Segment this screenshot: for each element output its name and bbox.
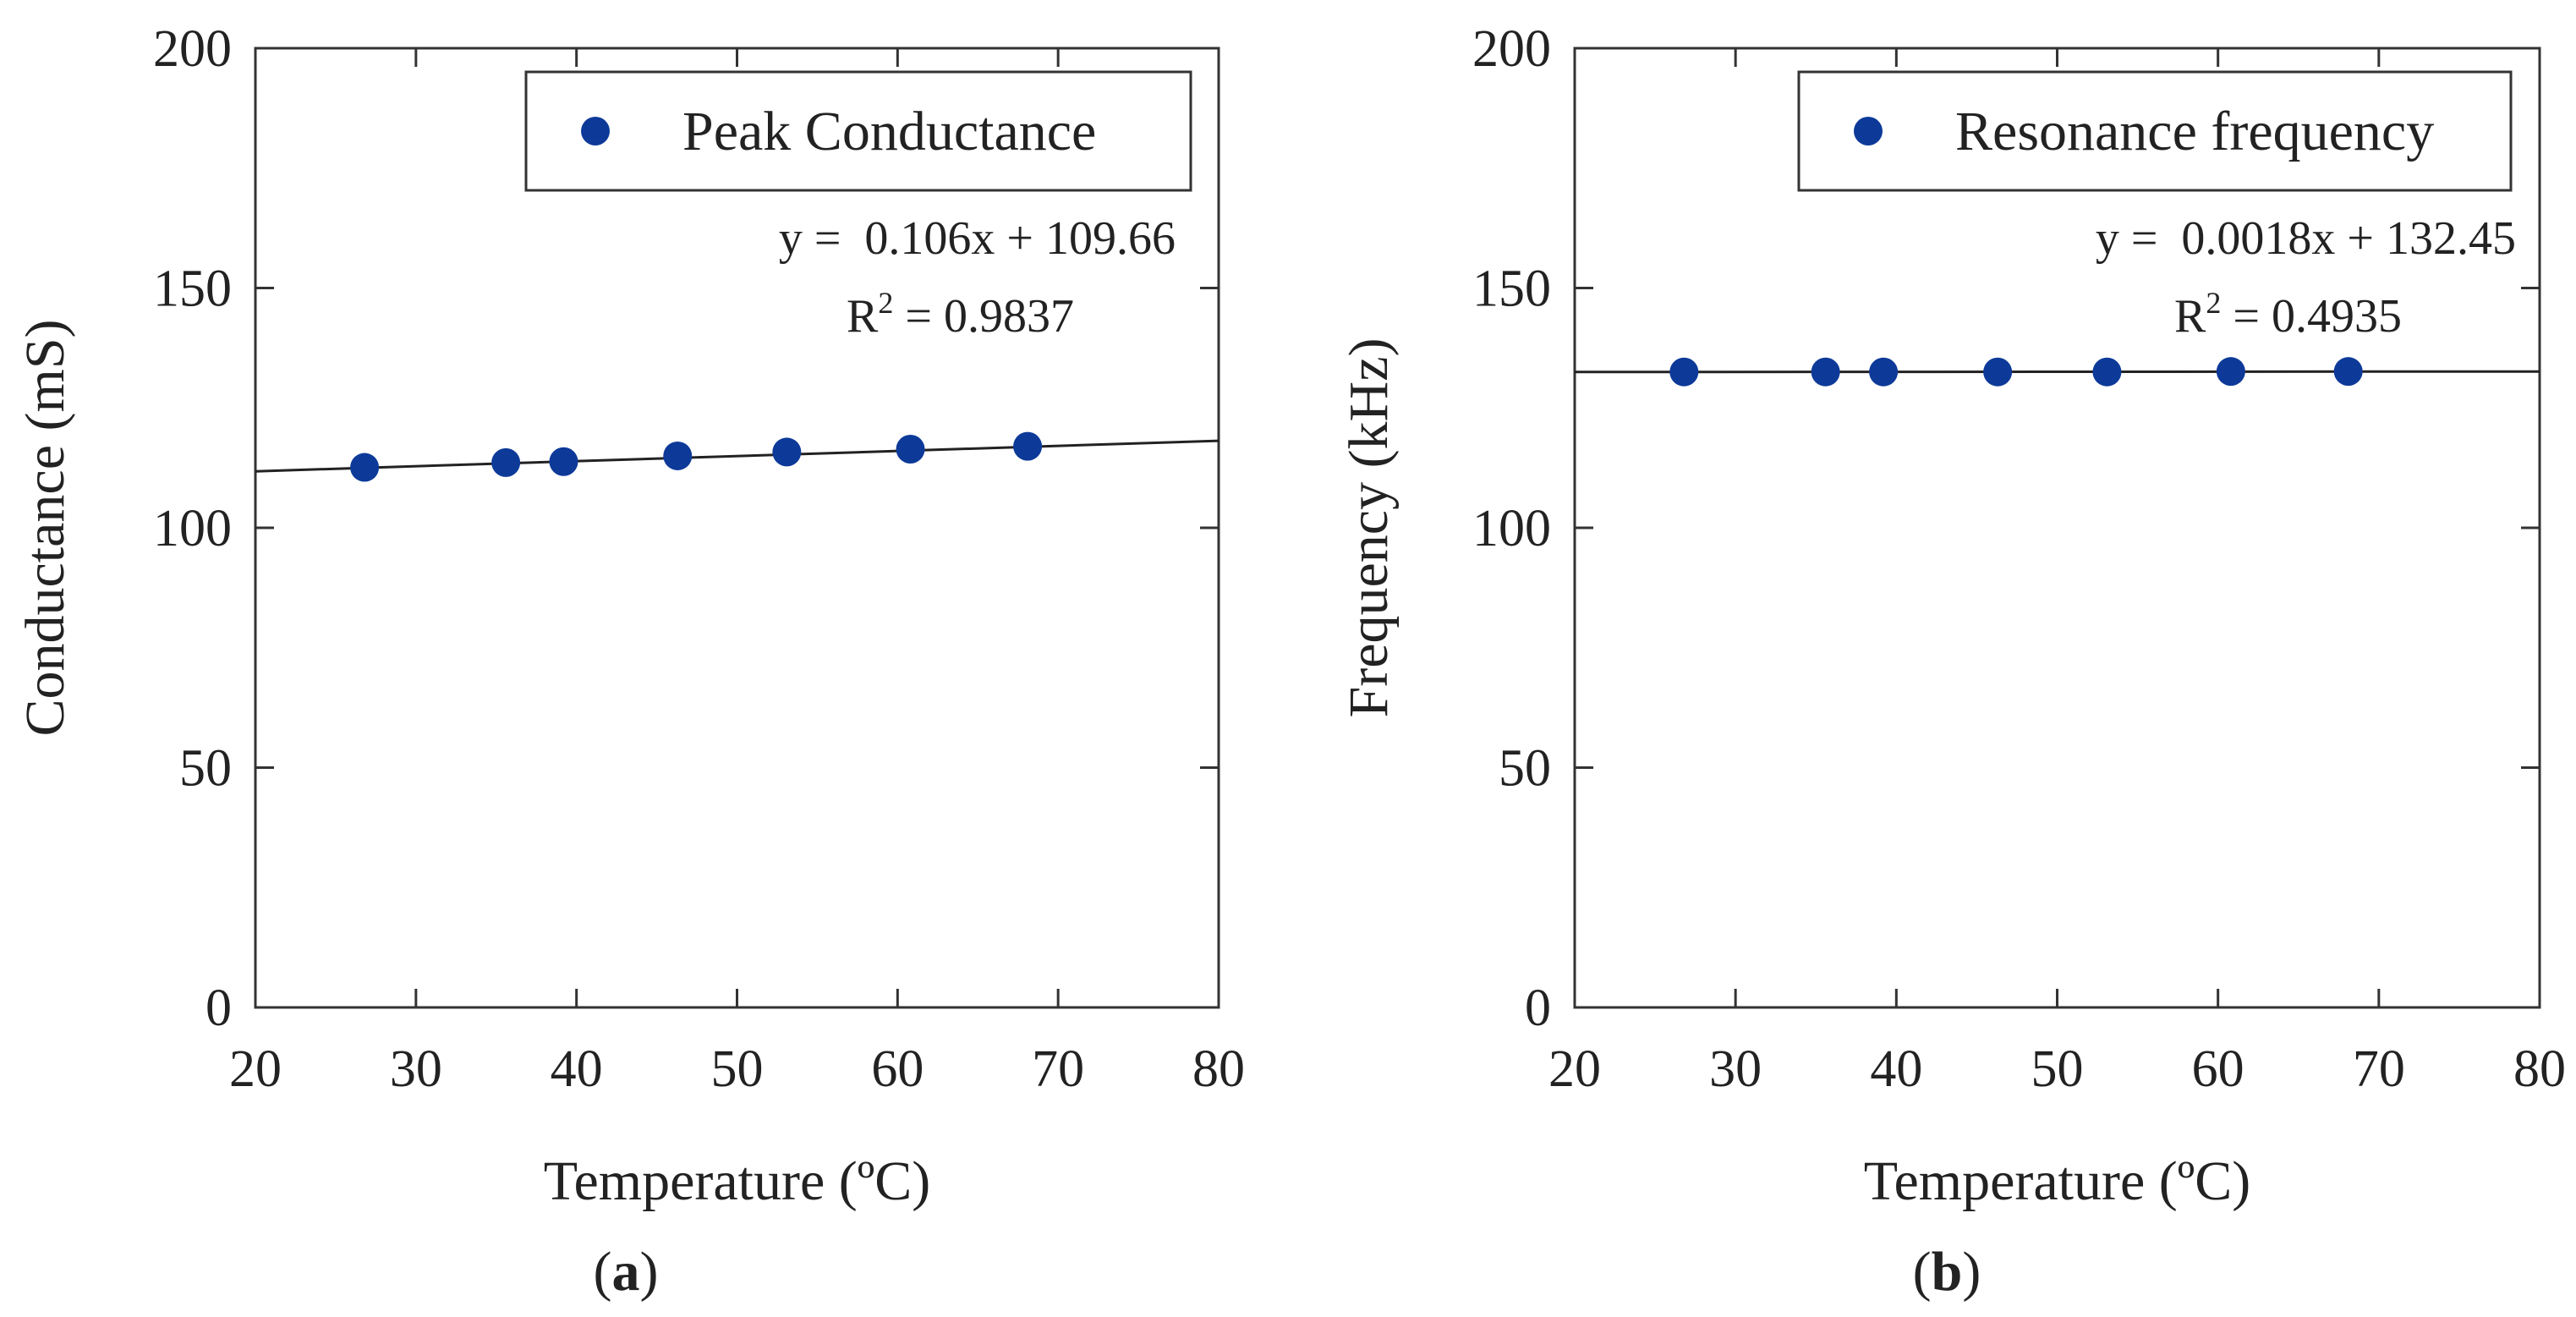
panel-label-close: ) (640, 1241, 659, 1303)
y-axis-title: Frequency (kHz) (1338, 338, 1400, 718)
legend-marker (1854, 117, 1883, 145)
y-tick-label: 150 (1472, 261, 1551, 318)
x-tick-label: 30 (390, 1040, 442, 1098)
equation-prefix: y = (2096, 212, 2170, 265)
panel-label-open: ( (594, 1241, 612, 1303)
x-tick-label: 50 (711, 1040, 764, 1098)
x-tick-label: 20 (1548, 1040, 1601, 1098)
trendline-equation: y = 0.106x + 109.66 (779, 212, 1176, 265)
x-tick-label: 70 (1032, 1040, 1084, 1098)
r-squared-value: = 0.9837 (893, 290, 1074, 343)
r-squared-label: R (2174, 290, 2206, 343)
r-squared-label: R (847, 290, 879, 343)
y-tick-label: 100 (153, 500, 232, 557)
data-point (896, 435, 925, 464)
y-tick-label: 0 (206, 980, 232, 1037)
data-point (491, 447, 521, 477)
x-tick-label: 60 (2192, 1040, 2244, 1098)
y-tick-label: 200 (153, 20, 232, 78)
equation-body: 0.0018x + 132.45 (2181, 212, 2516, 265)
x-axis-title: Temperature (ºC) (1864, 1150, 2250, 1212)
r-squared-sup: 2 (2206, 286, 2221, 320)
data-point (1869, 357, 1899, 387)
x-tick-label: 30 (1709, 1040, 1762, 1098)
panel-label-open: ( (1913, 1241, 1932, 1303)
plot-frame (1573, 47, 2541, 1009)
panel-label-letter: b (1932, 1241, 1963, 1303)
equation-body: 0.106x + 109.66 (864, 212, 1176, 265)
x-tick-label: 20 (229, 1040, 282, 1098)
legend-label: Resonance frequency (1955, 101, 2434, 162)
legend-marker (581, 117, 610, 145)
trendline (255, 439, 1219, 473)
x-tick-label: 80 (2513, 1040, 2566, 1098)
x-tick-label: 50 (2031, 1040, 2084, 1098)
plot-frame (254, 47, 1220, 1009)
x-tick-label: 80 (1192, 1040, 1245, 1098)
data-point (772, 437, 802, 467)
panel-label: (b) (1913, 1241, 1981, 1303)
equation-prefix: y = (779, 212, 853, 265)
data-point (2216, 357, 2245, 387)
r-squared-sup: 2 (878, 286, 893, 320)
y-tick-label: 150 (153, 261, 232, 318)
r-squared: R2 = 0.4935 (2174, 286, 2402, 343)
y-axis-title: Conductance (mS) (14, 319, 76, 736)
panel-label-letter: a (612, 1241, 640, 1303)
data-point (1983, 357, 2013, 387)
legend: Resonance frequency (1797, 70, 2513, 192)
panel-label-close: ) (1962, 1241, 1981, 1303)
y-tick-label: 0 (1525, 980, 1551, 1037)
trendline-equation: y = 0.0018x + 132.45 (2096, 212, 2516, 265)
data-point (549, 447, 578, 476)
r-squared: R2 = 0.9837 (847, 286, 1074, 343)
legend-box (524, 70, 1192, 192)
y-tick-label: 50 (179, 740, 232, 798)
trendline (1574, 370, 2540, 374)
legend: Peak Conductance (524, 70, 1192, 192)
legend-box (1797, 70, 2513, 192)
panel-label: (a) (594, 1241, 659, 1303)
chart-panel-b: 20 30 40 50 60 70 80 0 50 100 150 200 Temperature (º… (1338, 20, 2566, 1303)
data-point (663, 441, 693, 470)
data-point (1811, 357, 1840, 387)
x-tick-label: 40 (551, 1040, 603, 1098)
data-point (350, 453, 380, 482)
x-tick-label: 40 (1870, 1040, 1922, 1098)
data-point (2333, 357, 2363, 387)
y-tick-label: 50 (1499, 740, 1551, 798)
data-point (2092, 357, 2122, 387)
x-axis-title: Temperature (ºC) (544, 1150, 930, 1212)
legend-label: Peak Conductance (682, 101, 1096, 162)
x-tick-label: 70 (2353, 1040, 2405, 1098)
data-point (1669, 357, 1699, 387)
chart-panel-a: 20 30 40 50 60 70 80 0 50 100 150 200 Temperature (º… (14, 20, 1245, 1303)
y-tick-label: 100 (1472, 500, 1551, 557)
data-point (1013, 431, 1043, 461)
r-squared-value: = 0.4935 (2221, 290, 2402, 343)
y-tick-label: 200 (1472, 20, 1551, 78)
x-tick-label: 60 (871, 1040, 924, 1098)
